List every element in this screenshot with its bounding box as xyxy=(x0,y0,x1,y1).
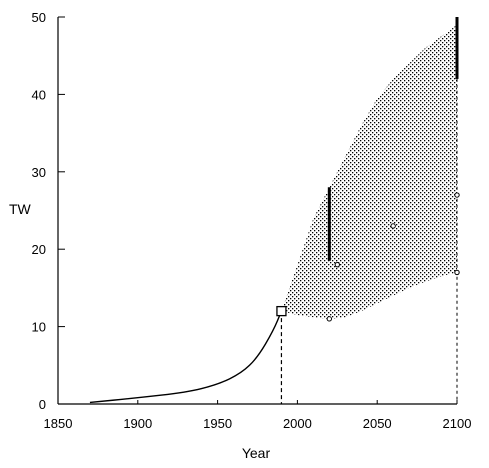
y-tick-label: 30 xyxy=(32,165,46,180)
y-tick-label: 0 xyxy=(39,397,46,412)
history-line xyxy=(89,310,283,404)
y-tick-label: 50 xyxy=(32,10,46,25)
x-tick-label: 1850 xyxy=(44,416,73,431)
data-point xyxy=(326,316,333,322)
y-tick-label: 10 xyxy=(32,320,46,335)
x-tick-label: 2050 xyxy=(363,416,392,431)
x-tick-label: 2000 xyxy=(283,416,312,431)
data-point xyxy=(390,223,396,229)
x-axis-label: Year xyxy=(242,445,271,461)
x-tick-label: 1900 xyxy=(123,416,152,431)
data-point xyxy=(454,269,460,276)
data-point xyxy=(334,261,340,268)
marker-1990 xyxy=(276,305,287,317)
x-tick-label: 1950 xyxy=(203,416,232,431)
y-axis-label: TW xyxy=(9,201,32,217)
x-tick-label: 2100 xyxy=(443,416,472,431)
projection-band xyxy=(281,24,457,319)
y-tick-label: 40 xyxy=(32,87,46,102)
data-point xyxy=(454,192,460,198)
y-tick-label: 20 xyxy=(32,242,46,257)
